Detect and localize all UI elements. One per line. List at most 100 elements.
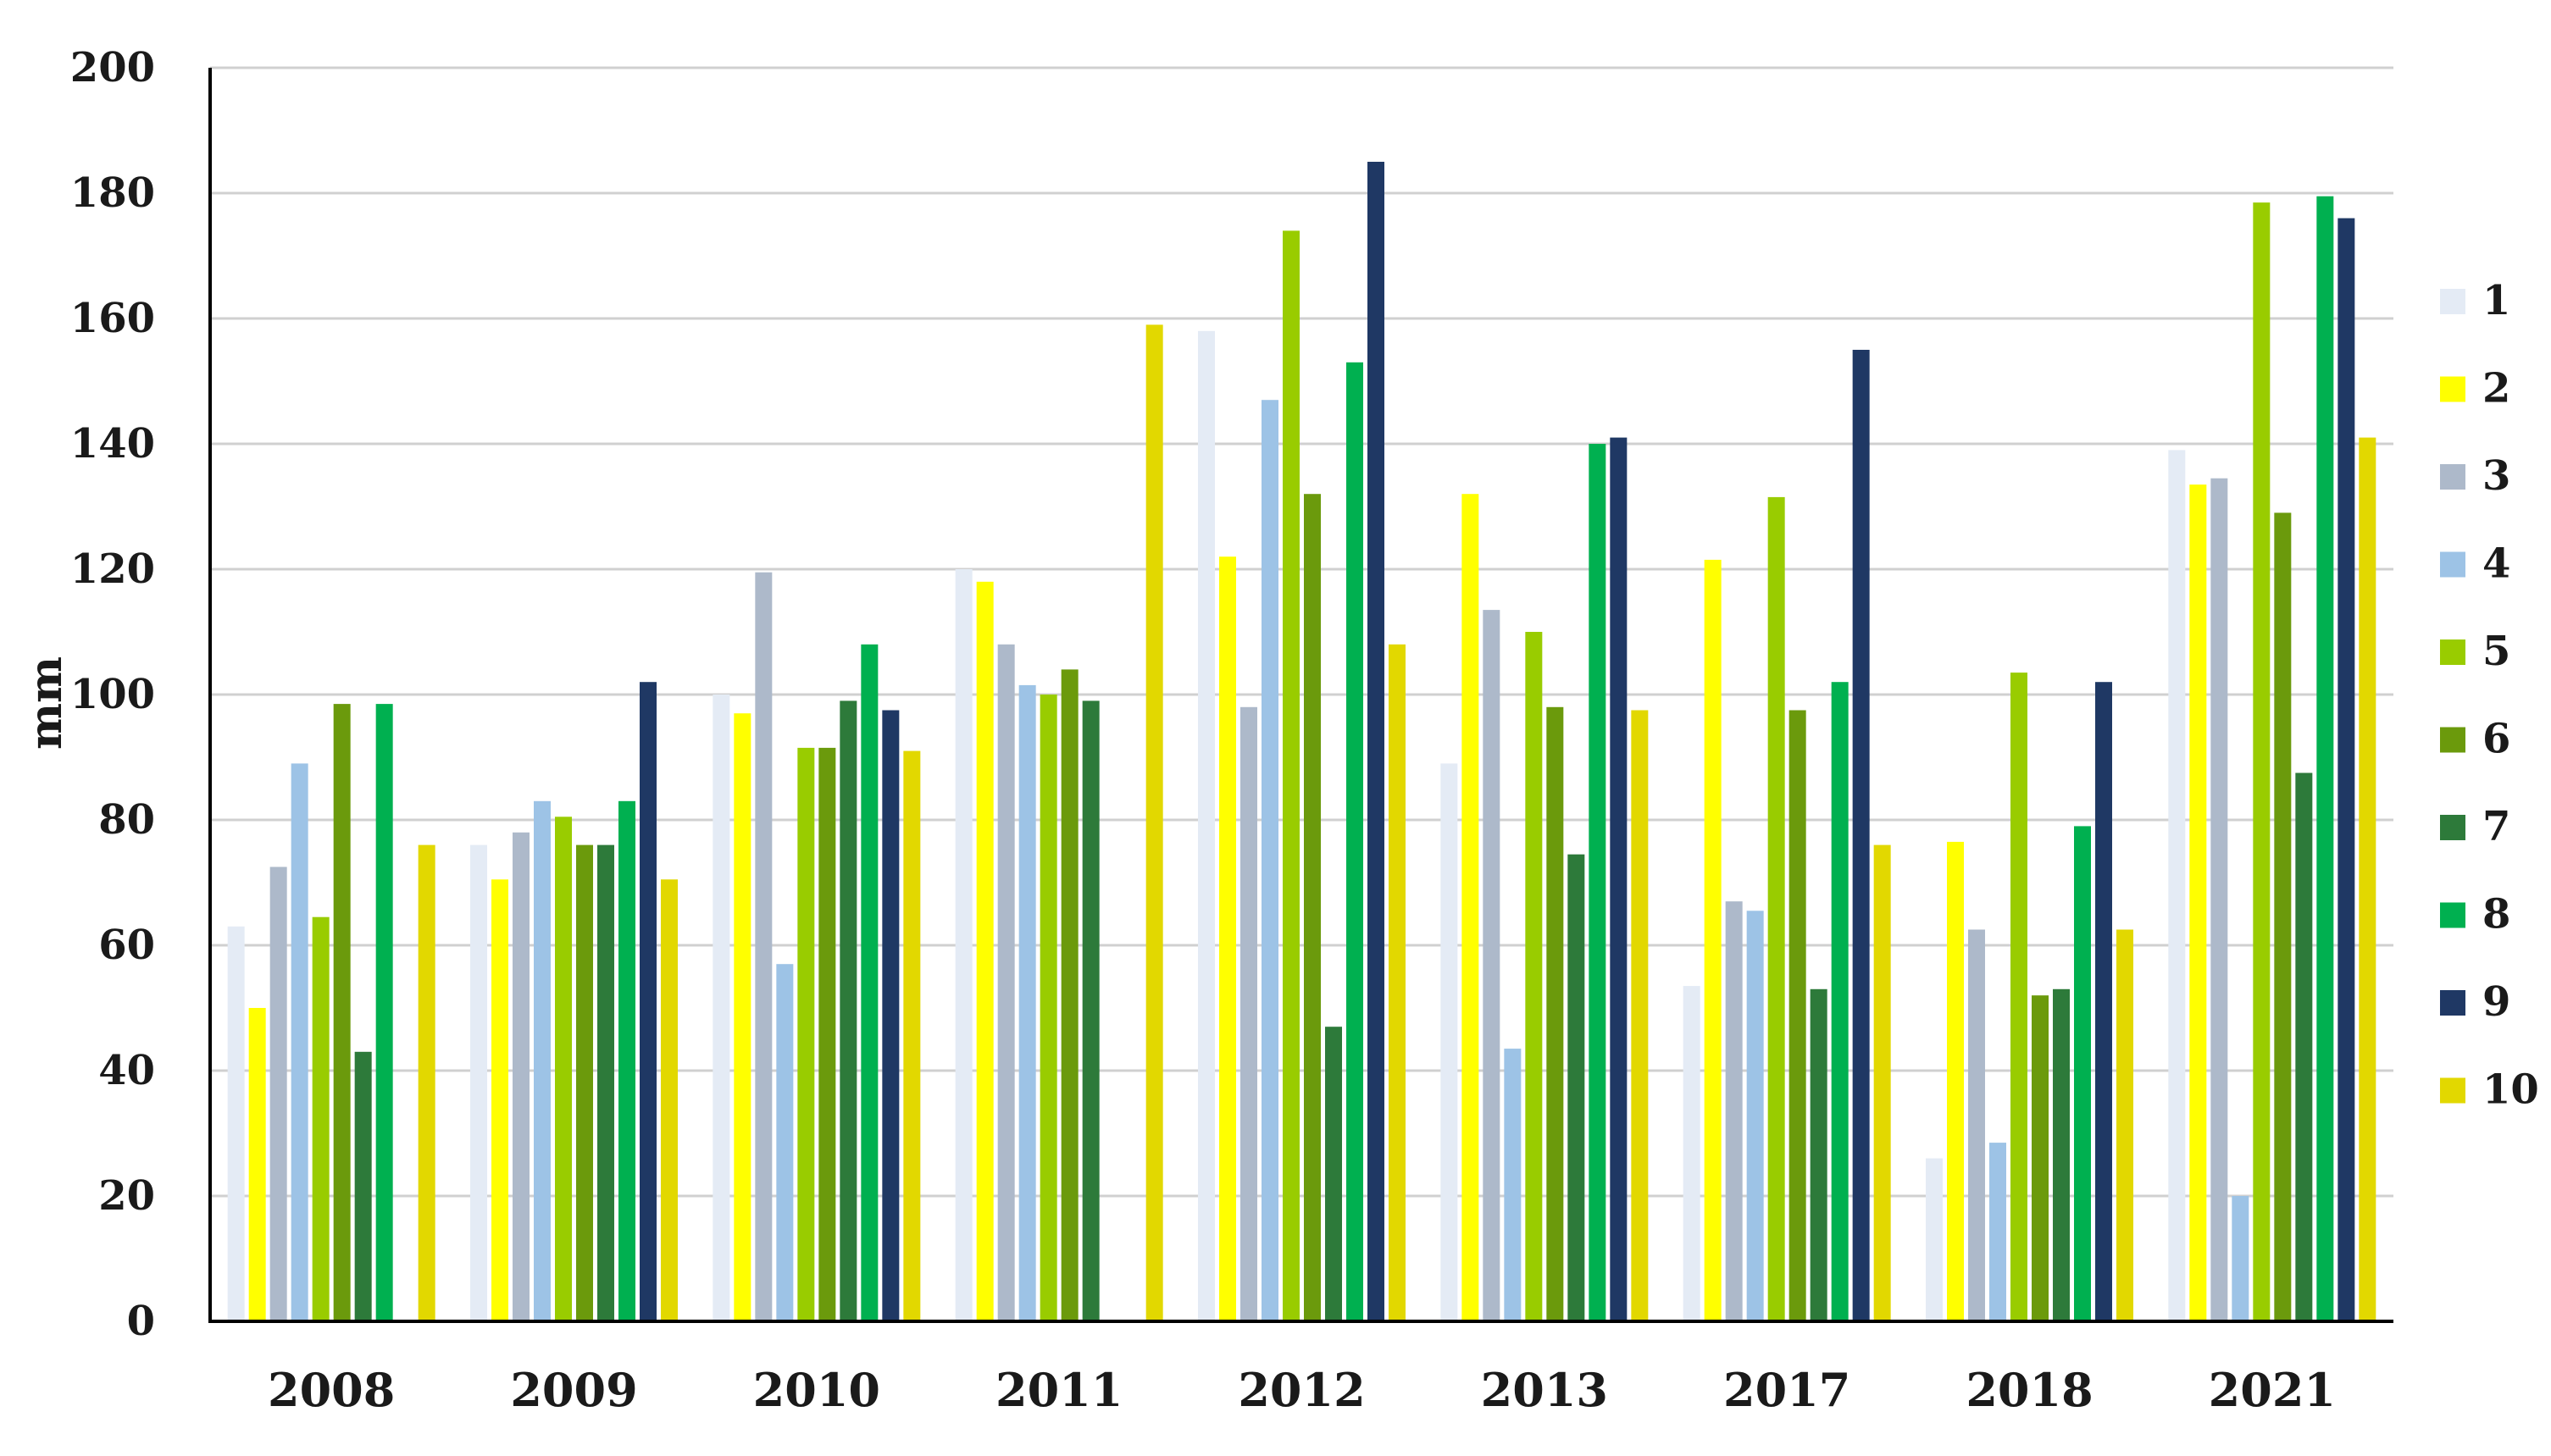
bar-2009-series-9	[640, 682, 657, 1321]
legend-label: 10	[2482, 1066, 2539, 1114]
bar-2017-series-2	[1704, 559, 1722, 1321]
bar-2013-series-5	[1525, 632, 1543, 1321]
bar-2013-series-7	[1567, 854, 1585, 1321]
bar-2008-series-2	[248, 1008, 266, 1321]
bar-2021-series-6	[2274, 512, 2292, 1321]
legend-label: 8	[2482, 891, 2510, 938]
legend-swatch-9	[2440, 990, 2465, 1016]
bar-2009-series-3	[513, 832, 530, 1321]
bar-2011-series-10	[1145, 324, 1163, 1321]
bar-2010-series-1	[713, 695, 730, 1321]
bar-2013-series-6	[1546, 706, 1564, 1321]
bar-2018-series-8	[2074, 826, 2091, 1321]
x-category-label: 2012	[1238, 1363, 1365, 1417]
bar-2018-series-6	[2032, 995, 2049, 1321]
y-tick-label: 80	[98, 796, 155, 844]
bar-2010-series-7	[840, 700, 857, 1321]
bar-2008-series-8	[375, 704, 393, 1321]
bar-2017-series-5	[1767, 496, 1785, 1321]
bar-2011-series-5	[1040, 695, 1057, 1321]
y-tick-label: 60	[98, 922, 155, 969]
bar-2010-series-9	[882, 710, 900, 1321]
bar-2018-series-3	[1968, 929, 1985, 1321]
y-tick-label: 180	[70, 169, 155, 217]
bar-2012-series-10	[1389, 644, 1406, 1321]
bar-2009-series-10	[661, 879, 678, 1321]
bar-2009-series-4	[534, 800, 551, 1321]
legend-label: 9	[2482, 978, 2510, 1026]
bar-2009-series-1	[470, 844, 487, 1321]
legend-swatch-8	[2440, 902, 2465, 928]
bar-2010-series-4	[776, 964, 794, 1321]
legend-label: 3	[2482, 452, 2510, 500]
y-tick-label: 120	[70, 545, 155, 593]
bar-2009-series-7	[597, 844, 614, 1321]
gridlines	[210, 66, 2393, 1198]
bar-2012-series-7	[1325, 1027, 1342, 1321]
bar-2018-series-9	[2095, 682, 2112, 1321]
bar-2012-series-8	[1346, 362, 1363, 1321]
bar-2010-series-5	[797, 747, 815, 1321]
bar-2013-series-8	[1589, 444, 1606, 1321]
bar-2010-series-6	[818, 747, 836, 1321]
bar-2017-series-8	[1831, 682, 1849, 1321]
bar-2021-series-4	[2232, 1196, 2249, 1321]
bar-2018-series-5	[2010, 673, 2027, 1321]
bar-2012-series-9	[1367, 162, 1384, 1321]
bar-2011-series-6	[1061, 669, 1079, 1321]
bar-2017-series-3	[1725, 901, 1743, 1321]
bar-2013-series-4	[1504, 1049, 1522, 1321]
bar-2008-series-7	[354, 1051, 372, 1321]
bar-2008-series-6	[333, 704, 351, 1321]
bar-2009-series-6	[576, 844, 593, 1321]
bar-2012-series-5	[1283, 230, 1300, 1321]
bar-2008-series-3	[269, 866, 287, 1321]
bar-2017-series-7	[1810, 988, 1827, 1321]
y-tick-label: 200	[70, 44, 155, 91]
bar-2013-series-10	[1631, 710, 1649, 1321]
legend-label: 4	[2482, 540, 2510, 588]
legend-label: 6	[2482, 716, 2510, 763]
bar-2009-series-8	[618, 800, 635, 1321]
bar-2011-series-4	[1018, 684, 1036, 1321]
bar-2009-series-5	[555, 817, 572, 1321]
x-category-label: 2017	[1723, 1363, 1850, 1417]
bar-2017-series-1	[1683, 986, 1700, 1321]
bar-2012-series-4	[1262, 400, 1278, 1322]
bar-2021-series-7	[2295, 772, 2313, 1321]
bar-2011-series-1	[955, 569, 973, 1321]
bar-2021-series-5	[2253, 202, 2271, 1322]
bar-2012-series-1	[1198, 330, 1215, 1321]
x-category-label: 2008	[268, 1363, 395, 1417]
bar-2018-series-4	[1989, 1143, 2006, 1321]
legend-label: 2	[2482, 365, 2510, 412]
legend-swatch-10	[2440, 1077, 2465, 1104]
bar-2021-series-9	[2337, 218, 2355, 1322]
bar-2018-series-2	[1947, 841, 1964, 1321]
bar-2008-series-4	[291, 763, 308, 1321]
legend-swatch-4	[2440, 551, 2465, 578]
bar-2010-series-10	[903, 750, 921, 1321]
bar-2021-series-8	[2316, 196, 2334, 1322]
bar-2011-series-2	[976, 581, 994, 1321]
legend-swatch-2	[2440, 376, 2465, 402]
bar-2021-series-3	[2210, 478, 2228, 1321]
legend: 1 2 3 4 5 6 7 8 9 10	[2440, 277, 2539, 1114]
legend-swatch-6	[2440, 727, 2465, 753]
bar-2018-series-1	[1926, 1158, 1943, 1321]
bar-2017-series-10	[1873, 844, 1891, 1321]
bar-2008-series-5	[312, 916, 330, 1321]
bar-2021-series-10	[2359, 437, 2376, 1321]
bar-2018-series-10	[2116, 929, 2133, 1321]
x-category-label: 2018	[1966, 1363, 2093, 1417]
x-category-label: 2010	[753, 1363, 880, 1417]
bars	[227, 162, 2376, 1322]
x-category-label: 2013	[1481, 1363, 1608, 1417]
legend-label: 7	[2482, 803, 2510, 850]
axes	[208, 68, 2393, 1323]
bar-2012-series-6	[1304, 494, 1321, 1321]
legend-label: 5	[2482, 628, 2510, 675]
legend-swatch-7	[2440, 815, 2465, 840]
x-category-label: 2009	[510, 1363, 637, 1417]
